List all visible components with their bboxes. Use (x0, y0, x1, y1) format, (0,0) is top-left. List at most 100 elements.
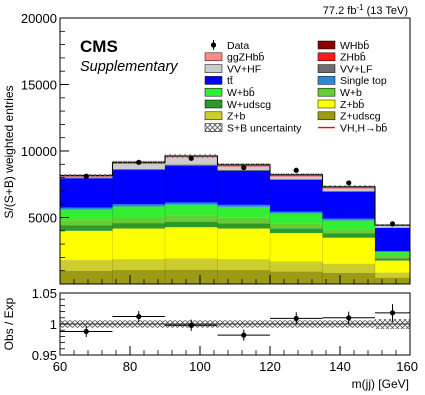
bar-z-udscg (217, 270, 270, 284)
bar-w-udscg (165, 221, 218, 228)
legend-entry: Z+bb̄ (317, 98, 364, 111)
bar-z-bb- (60, 230, 113, 261)
ratio-point (83, 328, 89, 335)
legend-swatch (204, 64, 223, 73)
experiment-label: CMS (80, 37, 118, 56)
bar-z-udscg (322, 272, 375, 284)
legend-swatch (204, 52, 223, 62)
bar-z-bb- (165, 227, 218, 259)
bar-z-bb- (112, 228, 165, 260)
x-tick-label: 60 (53, 359, 67, 374)
bar-w-bb- (270, 213, 323, 224)
legend-entry: VH,H→bb̄ (318, 122, 387, 135)
uncertainty-bin (270, 173, 323, 176)
bar-z-b (375, 272, 410, 278)
legend-label: W+bb̄ (227, 86, 255, 99)
uncertainty-bin (217, 163, 270, 167)
ratio-point (389, 310, 396, 316)
bar-vv-lf (322, 191, 375, 192)
supplementary-label: Supplementary (80, 59, 178, 75)
bar-w-b (322, 229, 375, 234)
legend-label: Z+bb̄ (340, 98, 364, 111)
bar-z-udscg (112, 270, 165, 284)
bar-z-udscg (60, 270, 113, 284)
data-point (293, 167, 299, 173)
legend-label: S+B uncertainty (227, 122, 302, 134)
x-tick-label: 140 (329, 359, 351, 374)
data-point (389, 221, 396, 227)
bar-zhbb- (322, 187, 375, 189)
legend-entry: W+b (317, 87, 362, 99)
main-y-axis: 5000 10000 15000 20000 (21, 11, 69, 272)
ratio-y-axis-title: Obs / Exp (2, 297, 16, 350)
uncertainty-bin (322, 185, 375, 188)
legend-entry: Data (210, 40, 249, 52)
legend-swatch (204, 76, 223, 85)
ratio-point (346, 315, 352, 321)
bar-vv-hf (112, 163, 165, 169)
bar-z-b (217, 259, 270, 271)
bar-zhbb- (270, 175, 323, 177)
bar-z-udscg (375, 277, 410, 284)
legend: Data WHbb̄ ggZHbb̄ ZHbb̄ VV+HF VV+LF tt̄ Single… (204, 39, 387, 135)
legend-entry: WHbb̄ (317, 39, 369, 52)
legend-entry: Z+b (204, 111, 246, 123)
bar-w-b (217, 217, 270, 224)
bar-z-bb- (375, 260, 410, 273)
bar-z-b (112, 259, 165, 271)
x-tick-label: 100 (189, 359, 211, 374)
bar-w-bb- (165, 204, 218, 216)
legend-entry: VV+HF (204, 63, 261, 75)
bar-w-udscg (60, 225, 113, 231)
bar-single-top (217, 204, 270, 207)
bar-tt- (165, 165, 218, 203)
bar-vv-lf (270, 179, 323, 180)
main-y-axis-title: S/(S+B) weighted entries (2, 85, 16, 218)
bar-w-b (60, 220, 113, 226)
legend-entry: ZHbb̄ (317, 51, 366, 64)
bar-w-udscg (322, 233, 375, 238)
bar-tt- (112, 169, 165, 205)
bar-w-bb- (112, 206, 165, 218)
bar-tt- (322, 191, 375, 219)
legend-marker (210, 42, 217, 48)
legend-swatch (204, 111, 223, 121)
legend-label: Data (227, 40, 249, 52)
bar-single-top (112, 204, 165, 207)
bar-vv-hf (270, 176, 323, 180)
ratio-y-tick-label: 1 (50, 317, 57, 332)
bar-single-top (375, 251, 410, 253)
bar-w-udscg (112, 223, 165, 229)
ratio-point (188, 322, 194, 328)
y-tick-label: 15000 (21, 78, 57, 93)
bar-z-udscg (165, 269, 218, 284)
y-tick-label: 5000 (28, 211, 57, 226)
bar-single-top (270, 211, 323, 214)
ratio-y-tick-label: 1.05 (32, 286, 57, 301)
legend-label: Single top (340, 75, 387, 87)
data-point (188, 155, 194, 161)
bar-z-b (60, 260, 113, 271)
luminosity-label: 77.2 fb-1 (13 TeV) (323, 3, 408, 17)
x-tick-label: 160 (396, 359, 418, 374)
legend-entry: W+bb̄ (204, 86, 255, 99)
legend-label: VV+HF (227, 63, 261, 75)
legend-label: VH,H→bb̄ (340, 122, 387, 135)
legend-swatch (204, 99, 223, 109)
bar-single-top (322, 218, 375, 221)
legend-label: ZHbb̄ (340, 51, 366, 64)
legend-label: Z+udscg (340, 111, 381, 123)
ratio-y-axis: 0.95 1 1.05 (32, 286, 69, 363)
bar-z-b (322, 263, 375, 273)
bar-tt- (375, 228, 410, 252)
bar-single-top (165, 202, 218, 205)
legend-swatch (204, 87, 223, 97)
legend-entry: Z+udscg (317, 111, 381, 123)
bar-tt- (270, 179, 323, 212)
bar-z-bb- (322, 237, 375, 264)
bar-w-bb- (60, 209, 113, 221)
data-point (136, 159, 142, 165)
bar-w-bb- (322, 220, 375, 230)
stacked-bars (60, 155, 410, 284)
